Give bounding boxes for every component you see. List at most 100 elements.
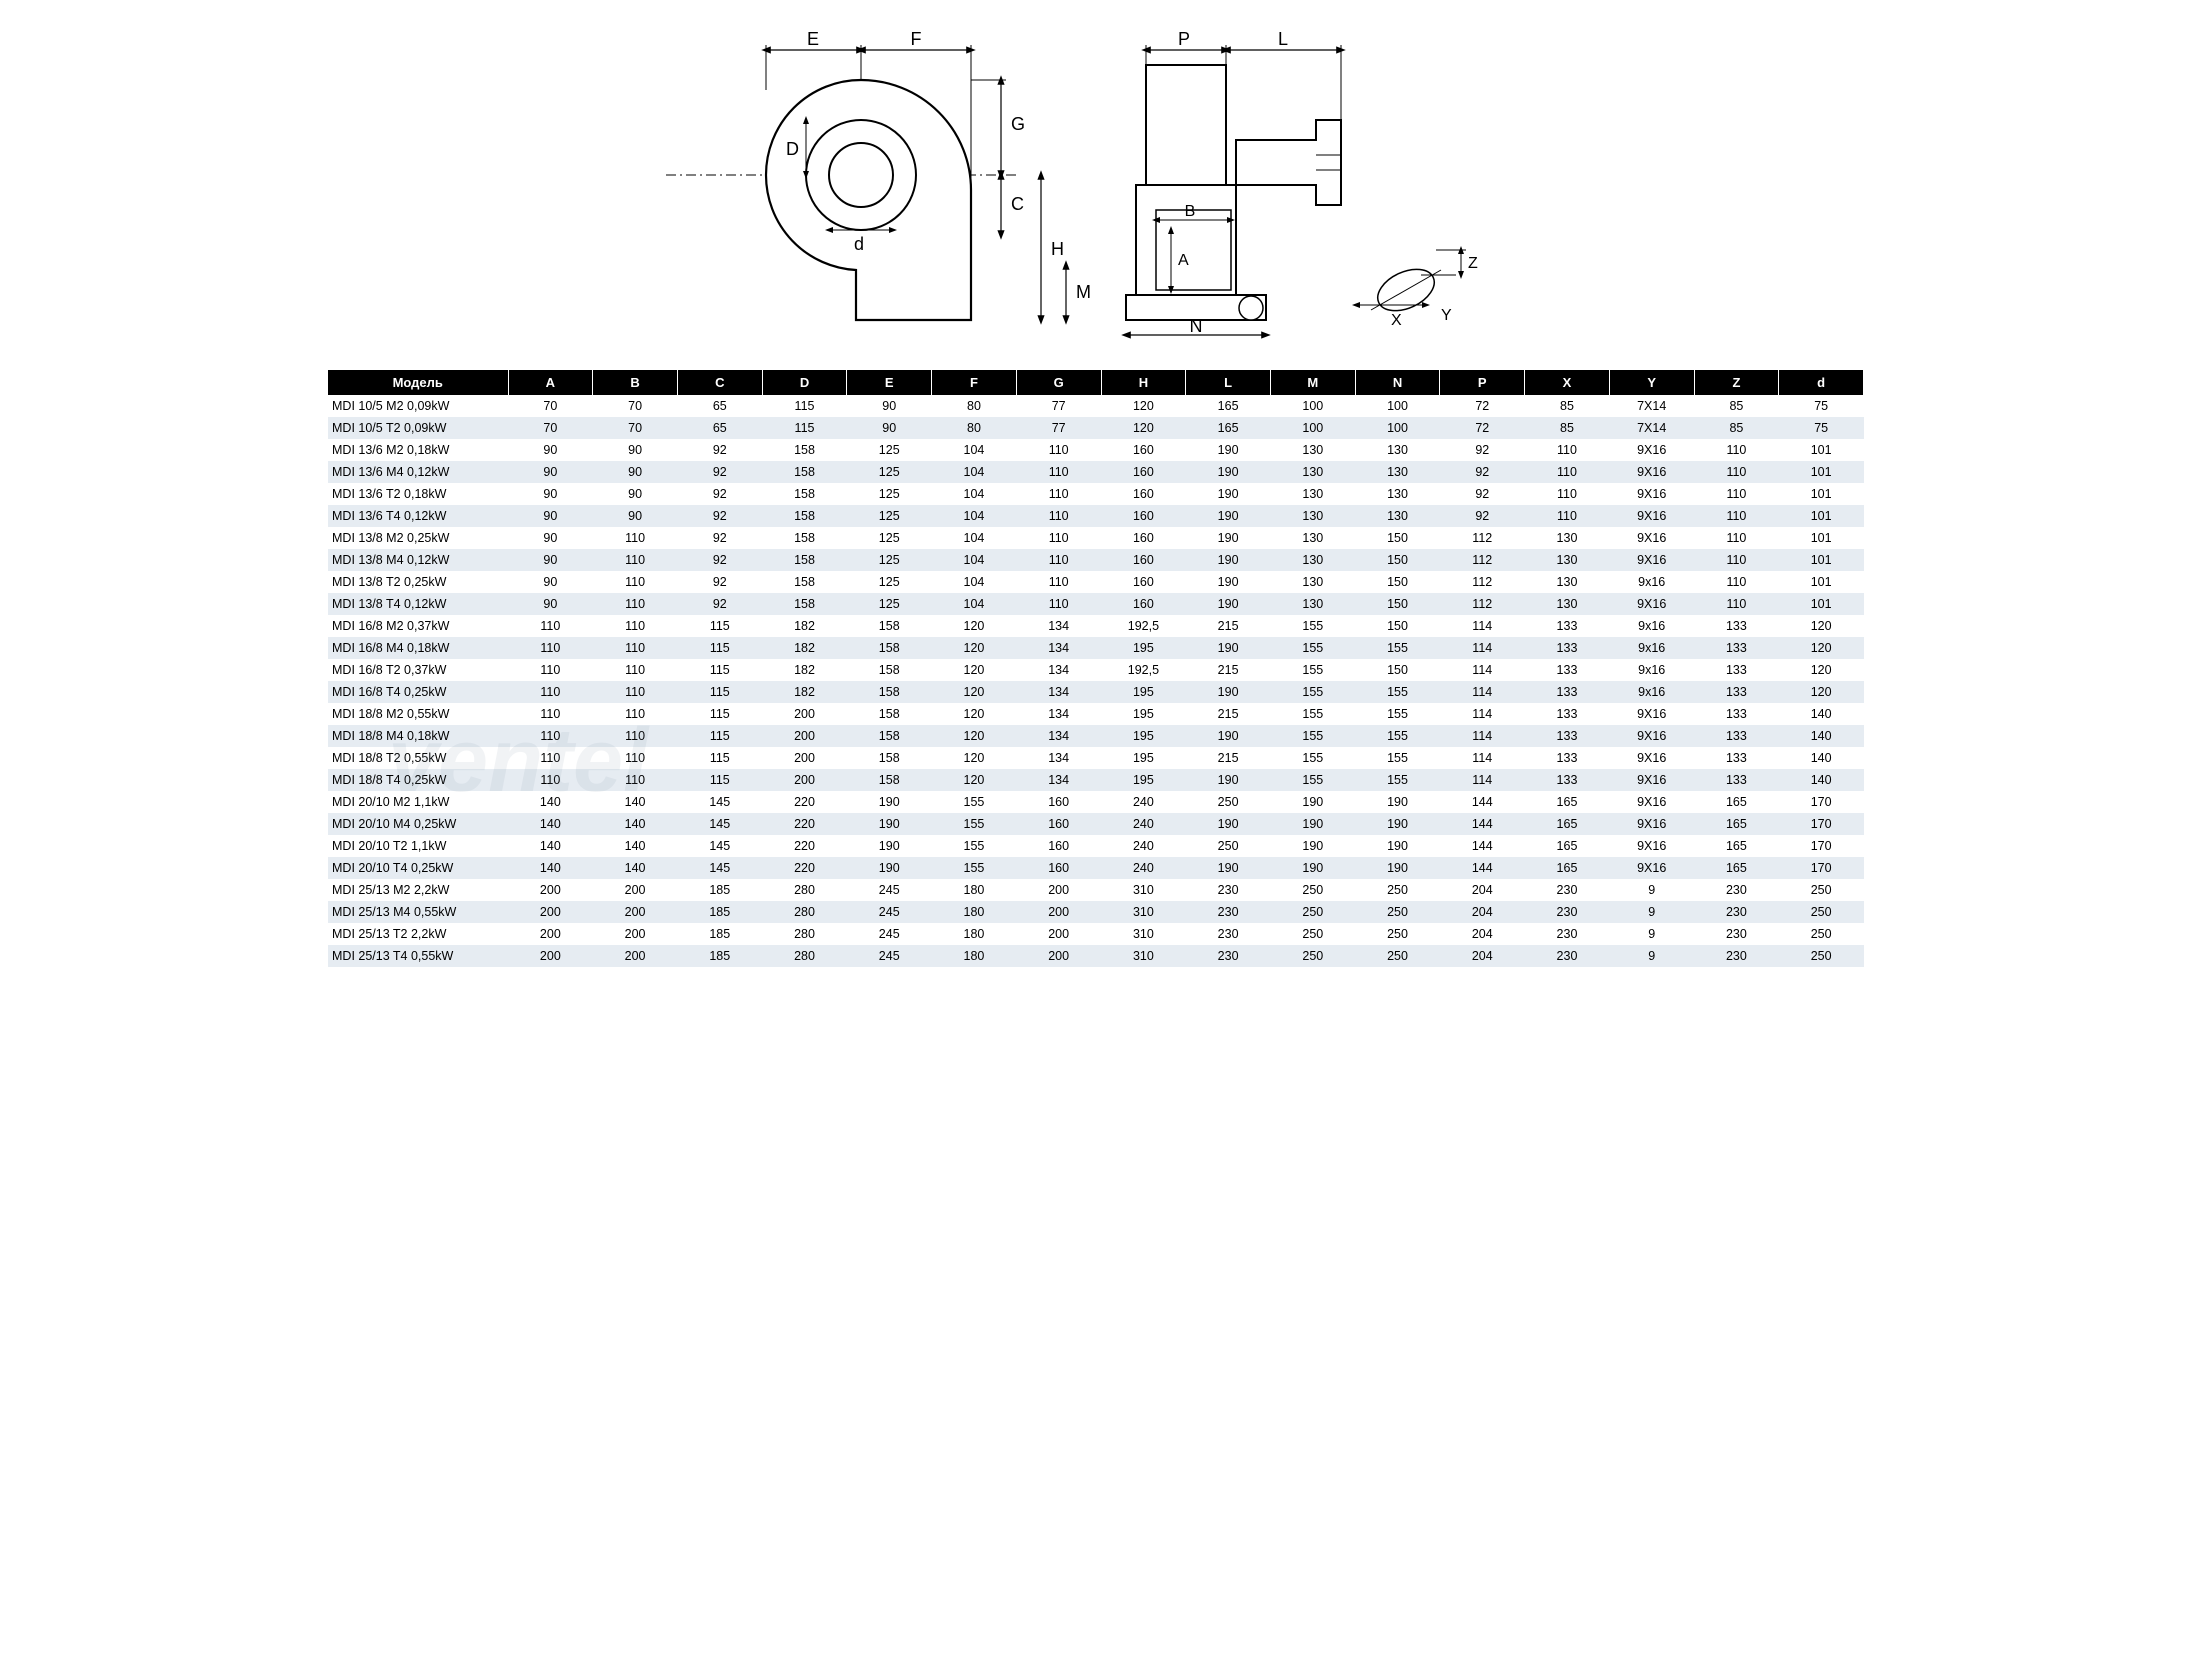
cell-value: 120 (1779, 615, 1864, 637)
cell-value: 9 (1609, 901, 1694, 923)
cell-value: 160 (1101, 571, 1186, 593)
cell-value: 130 (1525, 571, 1610, 593)
cell-value: 190 (847, 791, 932, 813)
cell-value: 204 (1440, 945, 1525, 967)
cell-value: 9X16 (1609, 769, 1694, 791)
cell-value: 130 (1270, 505, 1355, 527)
cell-value: 125 (847, 527, 932, 549)
cell-value: 110 (1525, 439, 1610, 461)
cell-value: 110 (593, 703, 678, 725)
cell-value: 120 (1101, 417, 1186, 439)
cell-value: 120 (1779, 659, 1864, 681)
cell-value: 134 (1016, 681, 1101, 703)
dim-label-Z: Z (1468, 255, 1478, 272)
cell-value: 144 (1440, 857, 1525, 879)
cell-value: 250 (1270, 901, 1355, 923)
cell-value: 190 (1270, 791, 1355, 813)
cell-value: 92 (677, 483, 762, 505)
cell-value: 215 (1186, 747, 1271, 769)
dim-label-N: N (1190, 316, 1203, 336)
table-row: MDI 13/6 M2 0,18kW9090921581251041101601… (328, 439, 1864, 461)
cell-value: 70 (593, 395, 678, 417)
cell-value: 150 (1355, 571, 1440, 593)
col-Y: Y (1609, 370, 1694, 395)
cell-value: 190 (847, 813, 932, 835)
cell-value: 158 (762, 483, 847, 505)
cell-model: MDI 13/6 M2 0,18kW (328, 439, 508, 461)
cell-value: 125 (847, 593, 932, 615)
cell-value: 250 (1779, 945, 1864, 967)
cell-value: 114 (1440, 681, 1525, 703)
cell-value: 125 (847, 505, 932, 527)
cell-value: 110 (1694, 527, 1779, 549)
cell-value: 110 (508, 725, 593, 747)
cell-value: 182 (762, 615, 847, 637)
cell-value: 115 (677, 615, 762, 637)
cell-value: 150 (1355, 549, 1440, 571)
cell-value: 145 (677, 857, 762, 879)
cell-value: 114 (1440, 747, 1525, 769)
cell-value: 140 (593, 835, 678, 857)
cell-value: 190 (1186, 813, 1271, 835)
cell-value: 130 (1355, 483, 1440, 505)
cell-value: 9X16 (1609, 857, 1694, 879)
cell-value: 190 (1186, 483, 1271, 505)
cell-value: 182 (762, 637, 847, 659)
table-row: MDI 16/8 T4 0,25kW1101101151821581201341… (328, 681, 1864, 703)
dim-label-G: G (1011, 114, 1025, 134)
cell-value: 185 (677, 901, 762, 923)
cell-value: 80 (932, 395, 1017, 417)
cell-value: 190 (1186, 439, 1271, 461)
cell-value: 130 (1270, 461, 1355, 483)
cell-value: 9X16 (1609, 593, 1694, 615)
cell-value: 140 (508, 791, 593, 813)
cell-value: 160 (1101, 505, 1186, 527)
cell-value: 104 (932, 439, 1017, 461)
cell-value: 85 (1525, 417, 1610, 439)
cell-value: 72 (1440, 417, 1525, 439)
cell-value: 155 (1355, 769, 1440, 791)
cell-value: 100 (1355, 395, 1440, 417)
cell-value: 220 (762, 813, 847, 835)
cell-value: 101 (1779, 593, 1864, 615)
col-G: G (1016, 370, 1101, 395)
cell-value: 158 (762, 527, 847, 549)
cell-value: 130 (1270, 439, 1355, 461)
table-row: MDI 25/13 M4 0,55kW200200185280245180200… (328, 901, 1864, 923)
cell-value: 204 (1440, 901, 1525, 923)
cell-value: 9x16 (1609, 681, 1694, 703)
dim-label-C: C (1011, 194, 1024, 214)
cell-model: MDI 13/8 T4 0,12kW (328, 593, 508, 615)
cell-value: 133 (1694, 659, 1779, 681)
cell-value: 115 (677, 747, 762, 769)
table-row: MDI 20/10 T4 0,25kW140140145220190155160… (328, 857, 1864, 879)
table-row: MDI 18/8 M2 0,55kW1101101152001581201341… (328, 703, 1864, 725)
cell-value: 200 (762, 769, 847, 791)
cell-value: 70 (508, 417, 593, 439)
cell-model: MDI 13/8 T2 0,25kW (328, 571, 508, 593)
cell-value: 70 (508, 395, 593, 417)
cell-value: 160 (1101, 483, 1186, 505)
table-row: MDI 13/8 T4 0,12kW9011092158125104110160… (328, 593, 1864, 615)
cell-value: 9X16 (1609, 483, 1694, 505)
dim-label-Y: Y (1441, 307, 1452, 324)
table-row: MDI 20/10 M4 0,25kW140140145220190155160… (328, 813, 1864, 835)
cell-value: 133 (1694, 703, 1779, 725)
cell-value: 9X16 (1609, 439, 1694, 461)
cell-value: 190 (1186, 461, 1271, 483)
cell-value: 180 (932, 879, 1017, 901)
cell-value: 130 (1270, 527, 1355, 549)
cell-value: 104 (932, 461, 1017, 483)
cell-value: 158 (847, 769, 932, 791)
cell-value: 190 (847, 835, 932, 857)
cell-value: 9X16 (1609, 549, 1694, 571)
cell-value: 250 (1355, 945, 1440, 967)
cell-value: 100 (1270, 395, 1355, 417)
cell-value: 114 (1440, 637, 1525, 659)
dim-label-H: H (1051, 239, 1064, 259)
cell-value: 92 (677, 571, 762, 593)
table-row: MDI 20/10 M2 1,1kW1401401452201901551602… (328, 791, 1864, 813)
cell-value: 115 (677, 659, 762, 681)
table-row: MDI 16/8 M2 0,37kW1101101151821581201341… (328, 615, 1864, 637)
cell-value: 160 (1016, 835, 1101, 857)
